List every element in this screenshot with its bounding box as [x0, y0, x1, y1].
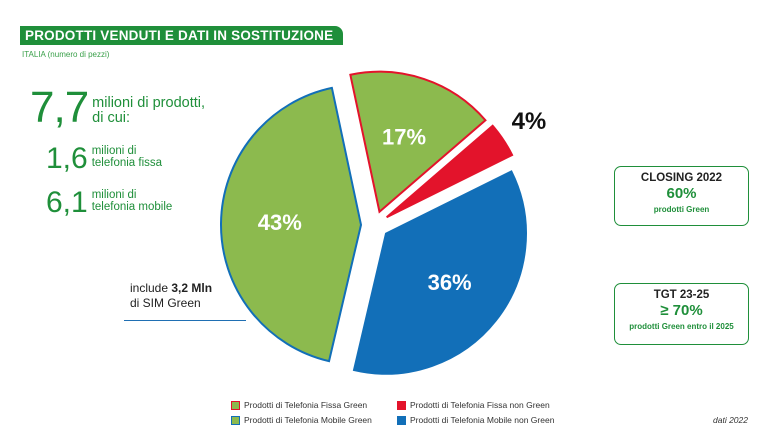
stat-mobile-line2: telefonia mobile: [91, 201, 173, 214]
pie-slice-fissa-non-green: [386, 124, 514, 219]
legend-swatch: [231, 400, 240, 410]
pie-slice-fissa-non-green-label: 4%: [512, 108, 547, 135]
pie-slice-mobile-non-green-label: 36%: [428, 270, 472, 295]
tgt-heading: TGT 23-25: [653, 289, 710, 301]
data-source-note: dati 2022: [713, 415, 748, 425]
legend-item-fissa-green: Prodotti di Telefonia Fissa Green: [231, 400, 367, 410]
legend-swatch: [231, 415, 240, 425]
legend-label: Prodotti di Telefonia Fissa Green: [244, 400, 368, 410]
legend-label: Prodotti di Telefonia Mobile Green: [244, 415, 372, 425]
legend-label: Prodotti di Telefonia Fissa non Green: [410, 400, 550, 410]
sim-green-note: include 3,2 Mln di SIM Green: [130, 281, 212, 311]
legend-swatch: [397, 415, 406, 425]
stat-mobile-value: 6,1: [46, 186, 88, 219]
closing-2022-box: CLOSING 2022 60% prodotti Green: [614, 166, 749, 226]
closing-heading: CLOSING 2022: [640, 172, 723, 184]
chart-subtitle: ITALIA (numero di pezzi): [22, 50, 110, 59]
chart-title: PRODOTTI VENDUTI E DATI IN SOSTITUZIONE: [20, 26, 344, 45]
legend-swatch: [397, 400, 406, 410]
tgt-value: ≥ 70%: [660, 302, 703, 319]
sim-green-note-leader-line: [124, 320, 246, 321]
stat-total-text: milioni di prodotti, di cui:: [92, 95, 205, 127]
pie-slice-mobile-non-green: [352, 170, 527, 375]
stat-total: 7,7 milioni di prodotti, di cui:: [30, 86, 205, 130]
sim-green-note-bold: 3,2 Mln: [171, 281, 213, 295]
tgt-23-25-box: TGT 23-25 ≥ 70% prodotti Green entro il …: [614, 283, 749, 345]
stat-mobile-line1: milioni di: [91, 189, 137, 201]
stat-fissa-value: 1,6: [46, 142, 88, 175]
stat-mobile-text: milioni di telefonia mobile: [92, 189, 173, 213]
stat-total-line2: di cui:: [92, 110, 131, 127]
stat-total-line1: milioni di prodotti,: [92, 95, 205, 111]
pie-slice-fissa-green: [349, 70, 487, 214]
legend-item-mobile-green: Prodotti di Telefonia Mobile Green: [231, 415, 372, 425]
stat-total-value: 7,7: [30, 83, 89, 132]
pie-slice-fissa-green-label: 17%: [382, 125, 426, 150]
sim-green-note-prefix: include: [130, 281, 172, 295]
pie-slice-mobile-green-label: 43%: [258, 210, 302, 235]
closing-footnote: prodotti Green: [653, 205, 710, 214]
stat-fissa: 1,6 milioni di telefonia fissa: [46, 144, 162, 174]
tgt-footnote: prodotti Green entro il 2025: [629, 322, 734, 331]
pie-slice-mobile-green: [220, 86, 363, 363]
sim-green-note-line2: di SIM Green: [130, 296, 201, 310]
stat-fissa-line2: telefonia fissa: [91, 157, 163, 170]
legend-label: Prodotti di Telefonia Mobile non Green: [410, 415, 555, 425]
closing-value: 60%: [666, 185, 697, 202]
stat-fissa-line1: milioni di: [91, 145, 137, 157]
legend-item-mobile-non-green: Prodotti di Telefonia Mobile non Green: [397, 415, 554, 425]
legend-item-fissa-non-green: Prodotti di Telefonia Fissa non Green: [397, 400, 550, 410]
stat-mobile: 6,1 milioni di telefonia mobile: [46, 188, 172, 218]
stat-fissa-text: milioni di telefonia fissa: [92, 145, 162, 169]
